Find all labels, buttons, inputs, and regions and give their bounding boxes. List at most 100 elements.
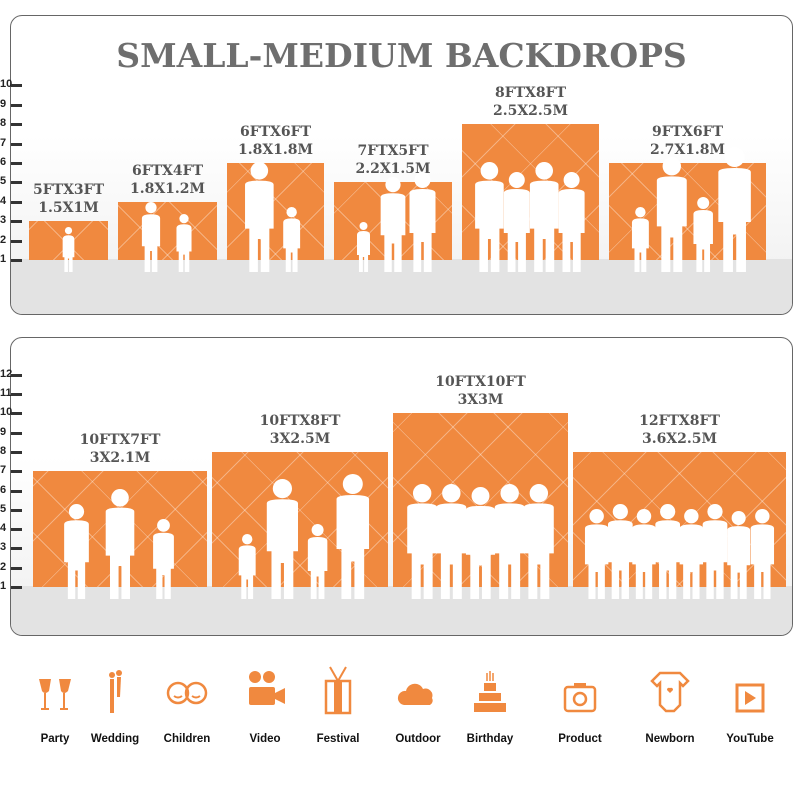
person-silhouette (283, 207, 301, 272)
cloud-icon (397, 683, 433, 705)
person-silhouette (336, 474, 370, 599)
person-silhouette (558, 172, 585, 272)
scale-tick: 11 (0, 388, 22, 399)
person-silhouette (245, 162, 274, 272)
person-silhouette (727, 510, 751, 599)
size-label: 10FTX8FT 3X2.5M (260, 412, 341, 448)
size-feet: 6FTX4FT (131, 162, 204, 179)
use-product: Product (550, 665, 610, 745)
page-title: SMALL-MEDIUM BACKDROPS (116, 36, 687, 75)
size-feet: 7FTX5FT (357, 143, 429, 160)
size-label: 5FTX3FT 1.5X1M (33, 181, 104, 217)
size-meters: 1.8X1.2M (129, 180, 206, 197)
scale-tick: 3 (0, 542, 22, 553)
backdrop-6ftx4ft (118, 201, 217, 260)
scale-tick: 5 (0, 503, 22, 515)
camera-icon (563, 683, 597, 713)
use-festival: Festival (308, 665, 368, 745)
size-label: 7FTX5FT 2.2X1.5M (355, 142, 430, 178)
use-birthday: Birthday (460, 665, 520, 745)
size-label: 10FTX7FT 3X2.1M (80, 431, 161, 467)
person-silhouette (656, 157, 687, 272)
person-silhouette (238, 534, 256, 599)
person-silhouette (584, 509, 609, 599)
person-silhouette (465, 487, 496, 599)
person-silhouette (266, 479, 298, 599)
use-wedding: Wedding (85, 665, 145, 745)
size-label: 12FTX8FT 3.6X2.5M (639, 412, 720, 448)
wedding-couple-icon (109, 670, 122, 713)
video-camera-icon (249, 671, 285, 705)
person-silhouette (475, 162, 504, 272)
scale-tick: 10 (0, 407, 22, 418)
size-meters: 1.8X1.8M (237, 142, 314, 158)
person-silhouette (62, 227, 75, 272)
person-silhouette (141, 202, 161, 272)
person-silhouette (64, 504, 89, 599)
scale-tick: 9 (0, 98, 22, 110)
scale-tick: 2 (0, 234, 22, 246)
scale-tick: 8 (0, 445, 22, 457)
person-silhouette (655, 504, 681, 599)
scale-tick: 4 (0, 195, 22, 207)
size-label: 8FTX8FT 2.5X2.5M (493, 84, 568, 120)
person-silhouette (693, 197, 713, 272)
scale-tick: 10 (0, 79, 22, 90)
person-silhouette (607, 504, 633, 599)
size-feet: 10FTX7FT (79, 432, 161, 449)
scale-tick: 1 (0, 254, 22, 265)
person-silhouette (307, 524, 328, 599)
scale-tick: 2 (0, 561, 22, 573)
person-silhouette (409, 172, 436, 272)
gift-box-icon (324, 666, 352, 715)
person-silhouette (679, 509, 704, 599)
size-feet: 9FTX6FT (651, 124, 724, 140)
scale-tick: 7 (0, 137, 22, 149)
baby-onesie-icon (650, 671, 690, 713)
person-silhouette (529, 162, 559, 272)
use-cases-row: Party Wedding Children Video Festival Ou… (0, 665, 800, 755)
person-silhouette (750, 509, 775, 599)
size-meters: 2.5X2.5M (492, 103, 569, 120)
backdrop-12ftx8ft (573, 451, 786, 587)
scale-tick: 1 (0, 581, 22, 592)
size-label: 9FTX6FT 2.7X1.8M (650, 123, 725, 159)
scale-tick: 12 (0, 368, 22, 380)
size-feet: 10FTX8FT (259, 412, 341, 429)
play-button-icon (735, 683, 765, 713)
size-feet: 12FTX8FT (639, 412, 720, 429)
size-feet: 8FTX8FT (494, 85, 567, 102)
size-meters: 3X2.5M (269, 430, 331, 447)
scale-tick: 6 (0, 484, 22, 496)
size-meters: 3.6X2.5M (641, 430, 718, 447)
scale-tick: 7 (0, 465, 22, 476)
use-children: Children (157, 665, 217, 745)
children-faces-icon (166, 681, 208, 705)
person-silhouette (702, 504, 728, 599)
scale-tick: 9 (0, 426, 22, 438)
person-silhouette (153, 519, 174, 599)
person-silhouette (632, 509, 656, 599)
scale-tick: 3 (0, 215, 22, 226)
person-silhouette (523, 484, 554, 599)
person-silhouette (503, 172, 530, 272)
person-silhouette (494, 484, 525, 599)
person-silhouette (357, 222, 370, 272)
size-meters: 2.2X1.5M (355, 161, 431, 178)
size-meters: 3X2.1M (89, 450, 151, 467)
size-feet: 10FTX10FT (435, 374, 526, 391)
person-silhouette (436, 484, 467, 599)
size-feet: 5FTX3FT (32, 182, 105, 199)
scale-tick: 8 (0, 118, 22, 129)
size-meters: 1.5X1M (38, 200, 99, 217)
birthday-cake-icon (474, 671, 506, 712)
person-silhouette (631, 207, 649, 272)
use-newborn: Newborn (640, 665, 700, 745)
scale-tick: 5 (0, 176, 22, 187)
use-outdoor: Outdoor (388, 665, 448, 745)
silhouettes (0, 0, 800, 660)
size-label: 6FTX6FT 1.8X1.8M (238, 123, 313, 159)
scale-tick: 4 (0, 523, 22, 534)
use-party: Party (25, 665, 85, 745)
size-meters: 2.7X1.8M (649, 142, 726, 158)
